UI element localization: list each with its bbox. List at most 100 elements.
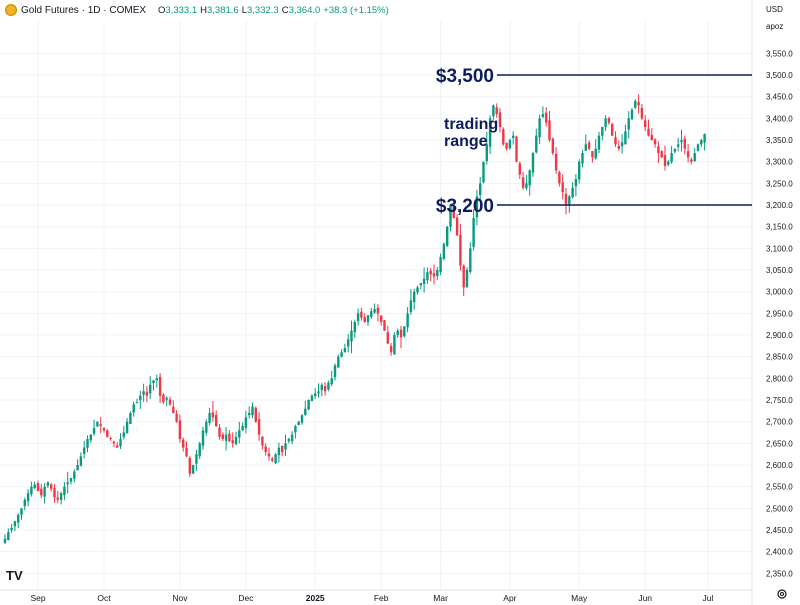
candle-body [188, 458, 191, 474]
candle-body [512, 135, 515, 138]
scale-mode-label[interactable]: apoz [766, 22, 784, 31]
candle-body [218, 427, 221, 437]
candle-body [498, 112, 502, 128]
y-tick-label: 2,800.0 [766, 374, 793, 383]
candle-body [267, 453, 271, 457]
candle-body [327, 382, 330, 390]
candle-body [323, 386, 327, 392]
candle-body [426, 272, 429, 281]
candle-body [403, 326, 406, 337]
candle-body [10, 527, 13, 531]
tradingview-logo[interactable]: TV [6, 568, 23, 583]
candle-body [314, 393, 317, 397]
candle-body [337, 356, 340, 368]
candle-body [23, 499, 26, 506]
candle-body [63, 486, 66, 496]
candle-body [125, 421, 129, 434]
x-tick-label: Apr [503, 593, 516, 603]
candle-body [578, 161, 581, 180]
symbol-title[interactable]: Gold Futures · 1D · COMEX [21, 4, 147, 16]
candle-body [92, 428, 96, 434]
candle-body [485, 144, 488, 161]
candle-body [102, 427, 106, 431]
candle-body [502, 129, 505, 145]
candle-body [469, 248, 472, 272]
y-tick-label: 2,350.0 [766, 569, 793, 578]
candle-body [360, 311, 363, 318]
gold-coin-icon [5, 4, 17, 16]
candle-body [558, 172, 561, 184]
candle-body [432, 273, 436, 277]
y-tick-label: 2,400.0 [766, 548, 793, 557]
candle-body [482, 161, 485, 183]
candle-body [644, 120, 647, 128]
candle-body [416, 287, 419, 293]
candle-body [597, 135, 601, 150]
candle-body [172, 406, 175, 414]
candle-body [462, 265, 465, 288]
candle-body [545, 112, 548, 123]
candle-body [46, 482, 50, 486]
gear-icon[interactable] [776, 588, 788, 600]
currency-label[interactable]: USD [766, 5, 783, 14]
candle-body [617, 146, 620, 149]
y-tick-label: 3,200.0 [766, 201, 793, 210]
candle-body [634, 101, 637, 108]
candle-body [139, 395, 142, 401]
candle-body [281, 445, 284, 453]
candle-body [495, 107, 498, 115]
candle-body [535, 135, 538, 153]
candle-body [221, 434, 224, 440]
candle-body [248, 413, 251, 416]
y-tick-label: 2,550.0 [766, 483, 793, 492]
candle-body [26, 493, 30, 502]
tradingview-logo-text[interactable]: TV [6, 568, 23, 583]
candle-body [564, 193, 568, 206]
candle-body [568, 196, 571, 206]
y-tick-label: 2,450.0 [766, 526, 793, 535]
annotation-text: trading [444, 116, 498, 133]
candle-body [109, 437, 112, 440]
change-value: +38.3 (+1.15%) [323, 4, 389, 16]
candle-body [472, 218, 475, 247]
x-tick-label: Jun [638, 593, 652, 603]
candle-body [703, 133, 706, 143]
candle-body [561, 182, 564, 193]
candle-body [7, 532, 10, 541]
candle-body [53, 488, 56, 498]
candle-body [33, 484, 36, 489]
candle-body [310, 395, 314, 401]
candle-body [261, 437, 264, 446]
candle-body [660, 151, 663, 158]
y-tick-label: 3,350.0 [766, 136, 793, 145]
candle-body [459, 234, 462, 266]
candle-body [59, 493, 63, 500]
candle-body [446, 226, 449, 246]
candle-body [581, 153, 584, 164]
candle-body [541, 114, 545, 118]
candle-body [330, 378, 333, 385]
candle-body [647, 128, 650, 136]
candle-body [571, 187, 574, 198]
candle-body [614, 137, 617, 145]
candle-body [89, 434, 92, 441]
high-key: H [200, 4, 207, 16]
candle-body [178, 420, 182, 440]
y-tick-label: 2,850.0 [766, 353, 793, 362]
candle-body [347, 339, 350, 347]
y-tick-label: 3,250.0 [766, 179, 793, 188]
candle-body [185, 448, 188, 457]
y-tick-label: 3,050.0 [766, 266, 793, 275]
candle-body [657, 146, 660, 154]
annotation-text: range [444, 133, 488, 150]
candle-body [475, 196, 479, 218]
candle-body [158, 376, 162, 396]
grid-lines [0, 20, 752, 590]
candle-body [667, 161, 670, 165]
candle-body [353, 322, 356, 333]
candle-body [175, 413, 178, 422]
candle-body [700, 140, 703, 145]
candle-body [122, 432, 125, 437]
candle-body [363, 317, 366, 323]
